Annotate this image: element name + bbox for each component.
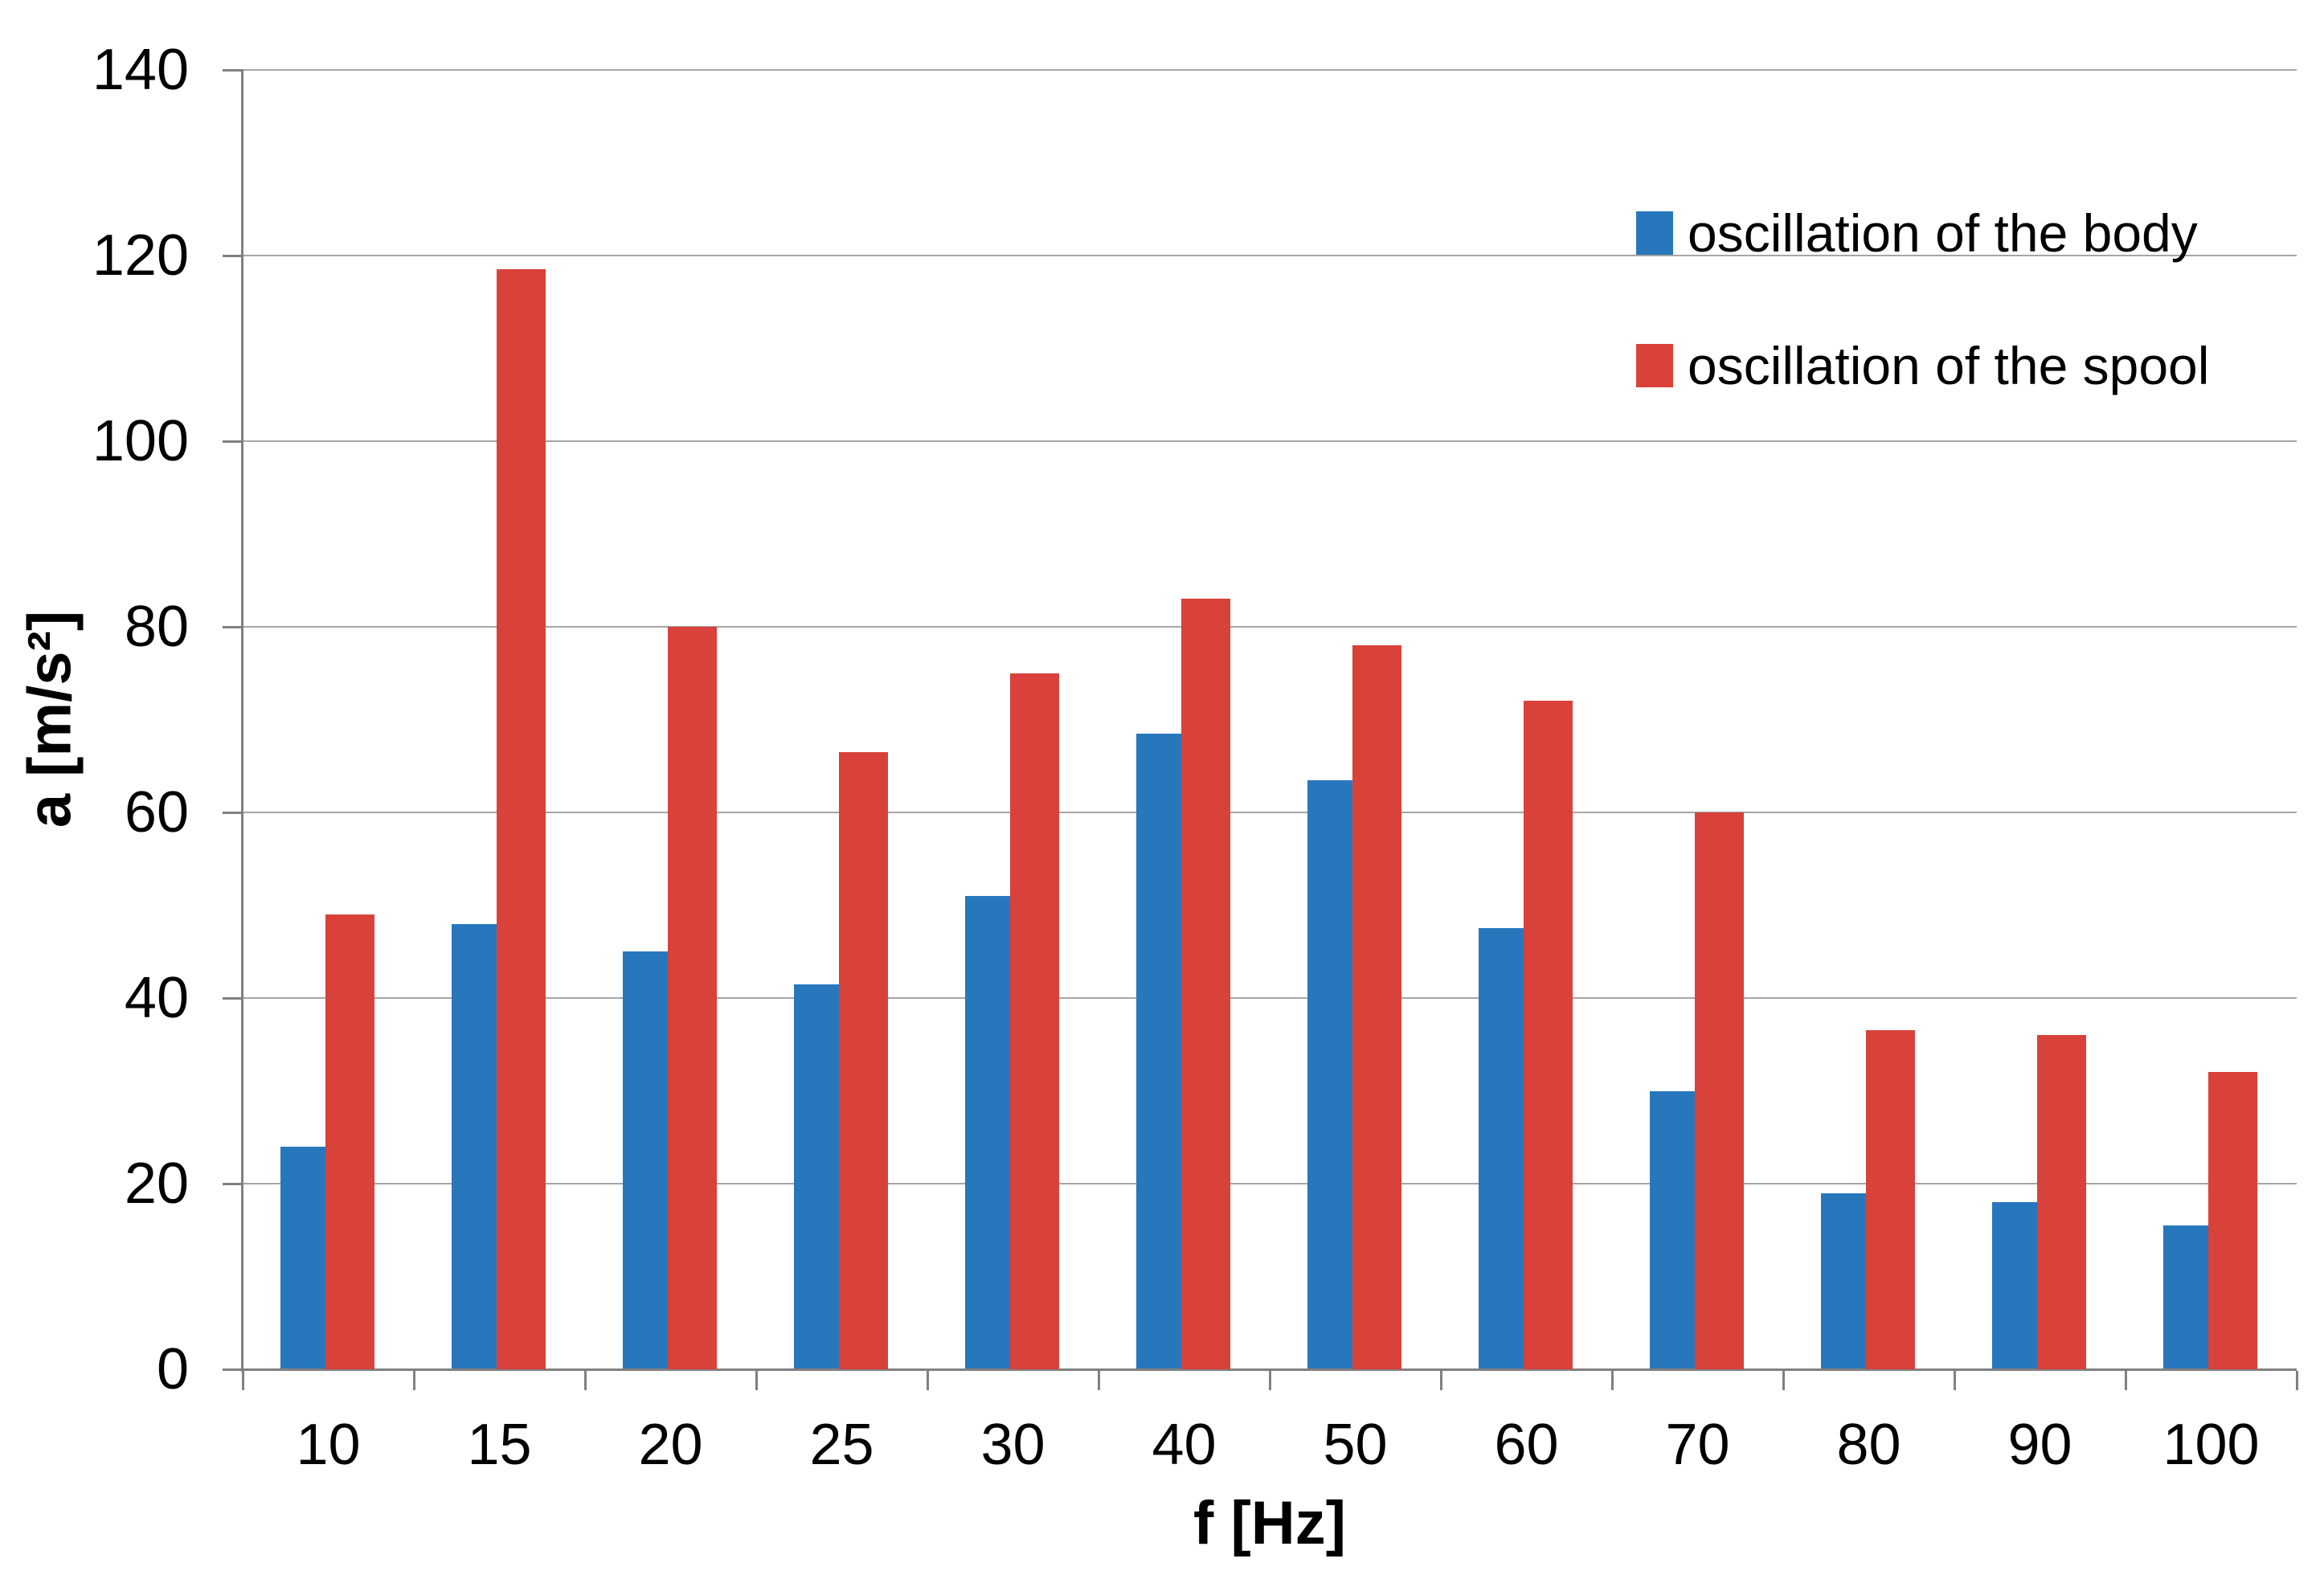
- y-axis-tick-100: [223, 440, 243, 443]
- bar-spool-15: [496, 269, 546, 1369]
- bar-body-100: [2162, 1225, 2212, 1369]
- bar-spool-60: [1523, 701, 1573, 1369]
- y-tick-label-120: 120: [92, 223, 189, 288]
- bar-spool-20: [667, 627, 717, 1369]
- bar-spool-90: [2036, 1035, 2086, 1369]
- x-tick-label-25: 25: [809, 1413, 874, 1477]
- bar-body-80: [1820, 1192, 1870, 1369]
- legend-swatch-body-icon: [1636, 211, 1673, 255]
- y-axis-line: [241, 70, 243, 1372]
- y-axis-tick-80: [223, 626, 243, 628]
- bar-body-25: [793, 984, 843, 1369]
- y-axis-tick-60: [223, 812, 243, 814]
- legend-label-body: oscillation of the body: [1688, 203, 2198, 263]
- x-axis-title: f [Hz]: [1193, 1489, 1346, 1557]
- x-axis-tick-8: [1611, 1371, 1614, 1390]
- bar-body-70: [1649, 1090, 1699, 1369]
- x-axis-tick-5: [1098, 1371, 1100, 1390]
- bar-spool-40: [1180, 599, 1230, 1369]
- y-tick-label-60: 60: [124, 780, 189, 845]
- gridline-80: [243, 626, 2297, 628]
- x-tick-label-90: 90: [2007, 1413, 2072, 1477]
- bar-body-20: [622, 951, 672, 1369]
- legend-label-spool: oscillation of the spool: [1688, 336, 2210, 395]
- x-axis-tick-9: [1782, 1371, 1785, 1390]
- x-axis-tick-2: [584, 1371, 587, 1390]
- x-tick-label-15: 15: [467, 1413, 532, 1477]
- y-tick-label-100: 100: [92, 409, 189, 473]
- bar-spool-80: [1865, 1030, 1915, 1369]
- y-tick-label-140: 140: [92, 38, 189, 102]
- bar-spool-10: [325, 914, 374, 1369]
- x-tick-label-30: 30: [980, 1413, 1045, 1477]
- x-axis-tick-10: [1954, 1371, 1956, 1390]
- bar-spool-25: [838, 751, 888, 1369]
- bar-body-90: [1991, 1202, 2041, 1369]
- x-axis-tick-0: [242, 1371, 244, 1390]
- gridline-120: [243, 255, 2297, 256]
- y-tick-label-40: 40: [124, 966, 189, 1030]
- y-axis-tick-120: [223, 255, 243, 257]
- bar-body-60: [1478, 928, 1528, 1369]
- legend-item-spool: oscillation of the spool: [1636, 329, 2209, 402]
- y-axis-tick-140: [223, 69, 243, 72]
- gridline-20: [243, 1183, 2297, 1184]
- x-tick-label-100: 100: [2162, 1413, 2260, 1477]
- x-tick-label-70: 70: [1665, 1413, 1730, 1477]
- y-tick-label-80: 80: [124, 595, 189, 659]
- y-tick-label-0: 0: [156, 1337, 189, 1401]
- bar-body-10: [280, 1146, 329, 1369]
- bar-spool-50: [1352, 645, 1401, 1369]
- legend: oscillation of the body oscillation of t…: [1636, 197, 2209, 402]
- bar-body-15: [451, 923, 501, 1369]
- x-tick-label-50: 50: [1323, 1413, 1388, 1477]
- gridline-100: [243, 440, 2297, 442]
- legend-item-body: oscillation of the body: [1636, 197, 2209, 269]
- y-axis-tick-20: [223, 1183, 243, 1185]
- y-tick-label-20: 20: [124, 1152, 189, 1216]
- bar-spool-30: [1009, 673, 1059, 1369]
- x-axis-tick-11: [2125, 1371, 2127, 1390]
- x-tick-label-20: 20: [638, 1413, 703, 1477]
- y-axis-tick-40: [223, 997, 243, 1000]
- gridline-40: [243, 997, 2297, 999]
- bar-body-40: [1135, 733, 1185, 1369]
- x-axis-tick-6: [1269, 1371, 1271, 1390]
- gridline-140: [243, 69, 2297, 71]
- bar-spool-100: [2207, 1072, 2257, 1369]
- x-tick-label-60: 60: [1494, 1413, 1559, 1477]
- x-tick-label-10: 10: [296, 1413, 361, 1477]
- x-axis-tick-1: [413, 1371, 415, 1390]
- x-tick-label-40: 40: [1152, 1413, 1217, 1477]
- gridline-60: [243, 812, 2297, 813]
- bar-body-30: [964, 895, 1014, 1369]
- bar-spool-70: [1694, 812, 1744, 1369]
- y-axis-tick-0: [223, 1368, 243, 1371]
- x-axis-tick-4: [927, 1371, 929, 1390]
- x-axis-tick-3: [755, 1371, 758, 1390]
- x-axis-tick-7: [1440, 1371, 1442, 1390]
- bar-body-50: [1307, 779, 1356, 1369]
- legend-swatch-spool-icon: [1636, 344, 1673, 387]
- x-axis-line: [241, 1368, 2297, 1371]
- x-tick-label-80: 80: [1836, 1413, 1901, 1477]
- x-axis-tick-12: [2296, 1371, 2298, 1390]
